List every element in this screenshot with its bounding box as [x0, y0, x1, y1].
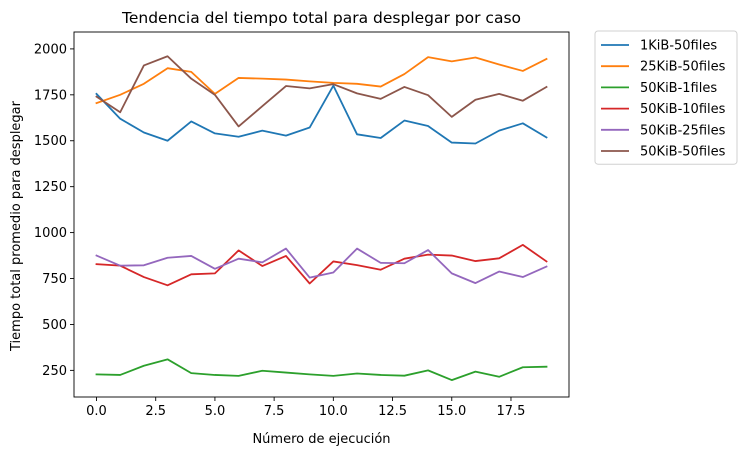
- series-line-50KiB-10files: [95, 243, 548, 287]
- y-axis-label: Tiempo total promedio para desplegar: [9, 100, 24, 352]
- x-tick-label: 7.5: [264, 404, 285, 419]
- legend-label-1KiB-50files: 1KiB-50files: [640, 39, 717, 54]
- legend-label-50KiB-50files: 50KiB-50files: [640, 145, 726, 160]
- x-tick-label: 0.0: [86, 404, 107, 419]
- legend-label-25KiB-50files: 25KiB-50files: [640, 60, 726, 75]
- axes-frame: [73, 31, 570, 398]
- series-line-50KiB-1files: [95, 358, 548, 382]
- legend: 1KiB-50files 25KiB-50files 50KiB-1files 50K…: [594, 30, 738, 165]
- x-tick-label: 5.0: [205, 404, 226, 419]
- y-tick-label: 750: [42, 272, 67, 287]
- legend-label-50KiB-25files: 50KiB-25files: [640, 123, 726, 138]
- plot-area: 0.0 2.5 5.0 7.5 10.0 12.5 15.0 17.5 250 500 750 100…: [34, 31, 570, 419]
- x-tick-label: 15.0: [437, 404, 466, 419]
- chart-title: Tendencia del tiempo total para desplega…: [121, 9, 521, 27]
- y-tick-label: 2000: [34, 42, 67, 57]
- y-tick-label: 500: [42, 318, 67, 333]
- x-tick-label: 10.0: [319, 404, 348, 419]
- x-axis-label: Número de ejecución: [252, 432, 390, 447]
- legend-label-50KiB-1files: 50KiB-1files: [640, 81, 717, 96]
- legend-box: [594, 30, 738, 165]
- y-tick-label: 1250: [34, 180, 67, 195]
- series-line-50KiB-25files: [95, 247, 548, 285]
- x-tick-label: 2.5: [145, 404, 166, 419]
- series-line-1KiB-50files: [95, 84, 548, 145]
- series-line-50KiB-50files: [95, 55, 548, 128]
- x-tick-label: 12.5: [378, 404, 407, 419]
- series-line-25KiB-50files: [95, 56, 548, 105]
- y-tick-label: 250: [42, 364, 67, 379]
- x-tick-label: 17.5: [496, 404, 525, 419]
- y-tick-label: 1750: [34, 88, 67, 103]
- y-tick-label: 1000: [34, 226, 67, 241]
- y-tick-label: 1500: [34, 134, 67, 149]
- legend-label-50KiB-10files: 50KiB-10files: [640, 102, 726, 117]
